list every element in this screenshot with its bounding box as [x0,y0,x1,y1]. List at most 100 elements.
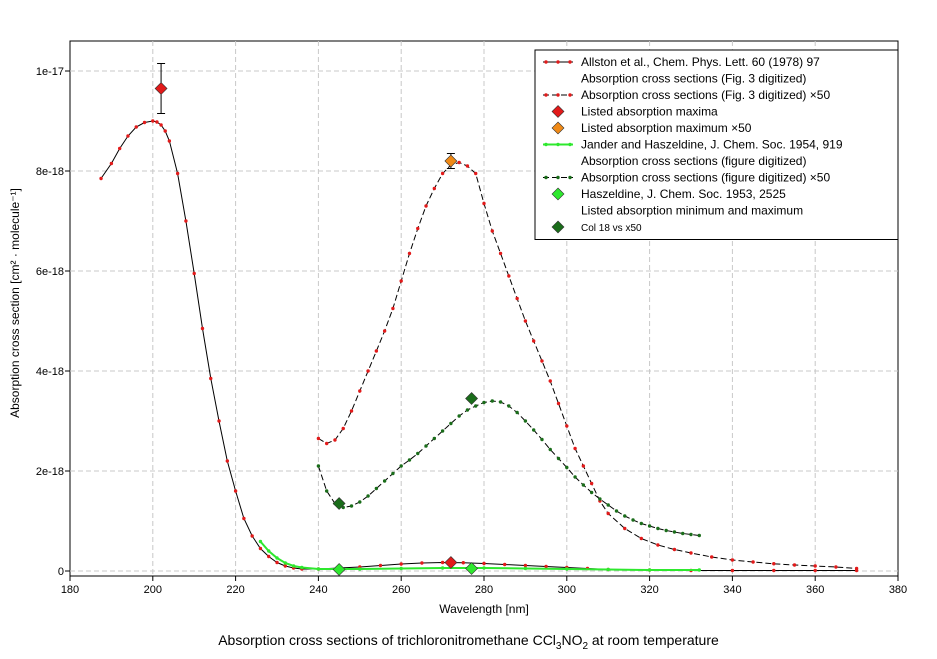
data-point [407,251,412,256]
data-point [689,532,693,537]
x-tick-label: 340 [723,584,741,596]
data-point [432,186,437,191]
data-point [382,479,387,483]
data-point [697,533,701,538]
data-point [548,379,552,383]
data-point [192,271,196,276]
data-point [639,521,644,526]
legend-entry-label: Listed absorption minimum and maximum [581,204,803,218]
data-point [813,568,817,573]
data-point [813,564,817,568]
series-group [99,119,859,573]
data-point [324,441,329,446]
data-point [134,125,138,129]
data-point [730,558,735,562]
data-point [184,219,188,223]
y-tick-label: 0 [58,566,64,578]
data-point [573,446,577,451]
data-point [175,171,180,176]
data-point [209,376,213,381]
data-point [391,471,395,476]
data-point [498,400,503,404]
data-point [378,563,383,568]
data-point [556,401,561,406]
data-point [772,562,776,566]
data-point [366,494,370,498]
data-point [324,489,329,493]
data-point [656,543,660,547]
legend-entry-label: Absorption cross sections (figure digiti… [581,154,806,168]
data-point [531,339,536,343]
data-point [689,551,693,555]
caption-prefix: Absorption cross sections of trichloroni… [218,632,556,648]
data-point [267,554,271,559]
data-point [623,514,627,518]
legend-entry-label: Haszeldine, J. Chem. Soc. 1953, 2525 [581,187,786,201]
caption-sub-1: 3 [555,640,562,652]
legend-swatch-point [544,142,548,147]
y-tick-label: 6e-18 [36,266,64,278]
data-point [631,518,635,522]
legend-swatch-point [568,175,572,180]
data-point [672,530,677,534]
legend-entry-label: Absorption cross sections (Fig. 3 digiti… [581,72,806,86]
data-point [358,567,362,571]
data-point [573,475,577,479]
data-point [503,562,507,567]
data-point [854,566,859,571]
data-point [420,561,424,565]
legend-swatch-point [556,142,560,147]
data-point [242,516,246,521]
legend-entry-label: Allston et al., Chem. Phys. Lett. 60 (19… [581,55,820,69]
data-point [382,329,387,333]
legend-swatch-diamond [551,187,565,201]
data-point [416,451,420,456]
data-point [126,134,130,138]
data-point [341,426,345,431]
x-tick-label: 320 [640,584,658,596]
x-tick-label: 200 [144,584,162,596]
data-point [540,437,544,442]
data-point [283,564,287,568]
data-point [117,146,122,151]
data-point [507,404,511,408]
data-point [374,486,379,491]
data-point [664,528,668,533]
marker-diamond [465,392,479,405]
caption-middle: NO [561,632,583,648]
legend-swatch-diamond [551,220,565,234]
data-point [432,436,437,441]
data-point [391,306,395,311]
data-point [283,561,287,565]
x-axis-label: Wavelength [nm] [439,602,529,616]
data-point [99,176,103,181]
legend-swatch-point [568,142,572,147]
legend-swatch-point [568,60,572,64]
legend-entry-label: Absorption cross sections (figure digiti… [581,171,830,185]
data-point [656,526,660,531]
data-point [258,539,263,544]
legend: Allston et al., Chem. Phys. Lett. 60 (19… [534,49,899,240]
data-point [155,120,159,124]
data-point [565,465,569,470]
data-point [333,438,337,442]
x-tick-label: 220 [226,584,244,596]
data-point [440,429,445,433]
y-tick-label: 2e-18 [36,466,64,478]
markers-group [154,63,479,576]
x-tick-label: 260 [392,584,410,596]
data-point [275,556,279,560]
data-point [482,566,486,570]
data-point [614,509,619,513]
legend-entry-label: Absorption cross sections (Fig. 3 digiti… [581,88,830,102]
legend-entry-label: Jander and Haszeldine, J. Chem. Soc. 195… [581,138,843,152]
chart-caption: Absorption cross sections of trichloroni… [0,632,937,652]
data-point [792,563,797,567]
data-point [233,489,238,493]
data-point [772,568,776,573]
data-point [225,459,230,463]
marker-diamond [444,154,458,168]
data-point [474,404,478,408]
data-point [647,524,652,528]
